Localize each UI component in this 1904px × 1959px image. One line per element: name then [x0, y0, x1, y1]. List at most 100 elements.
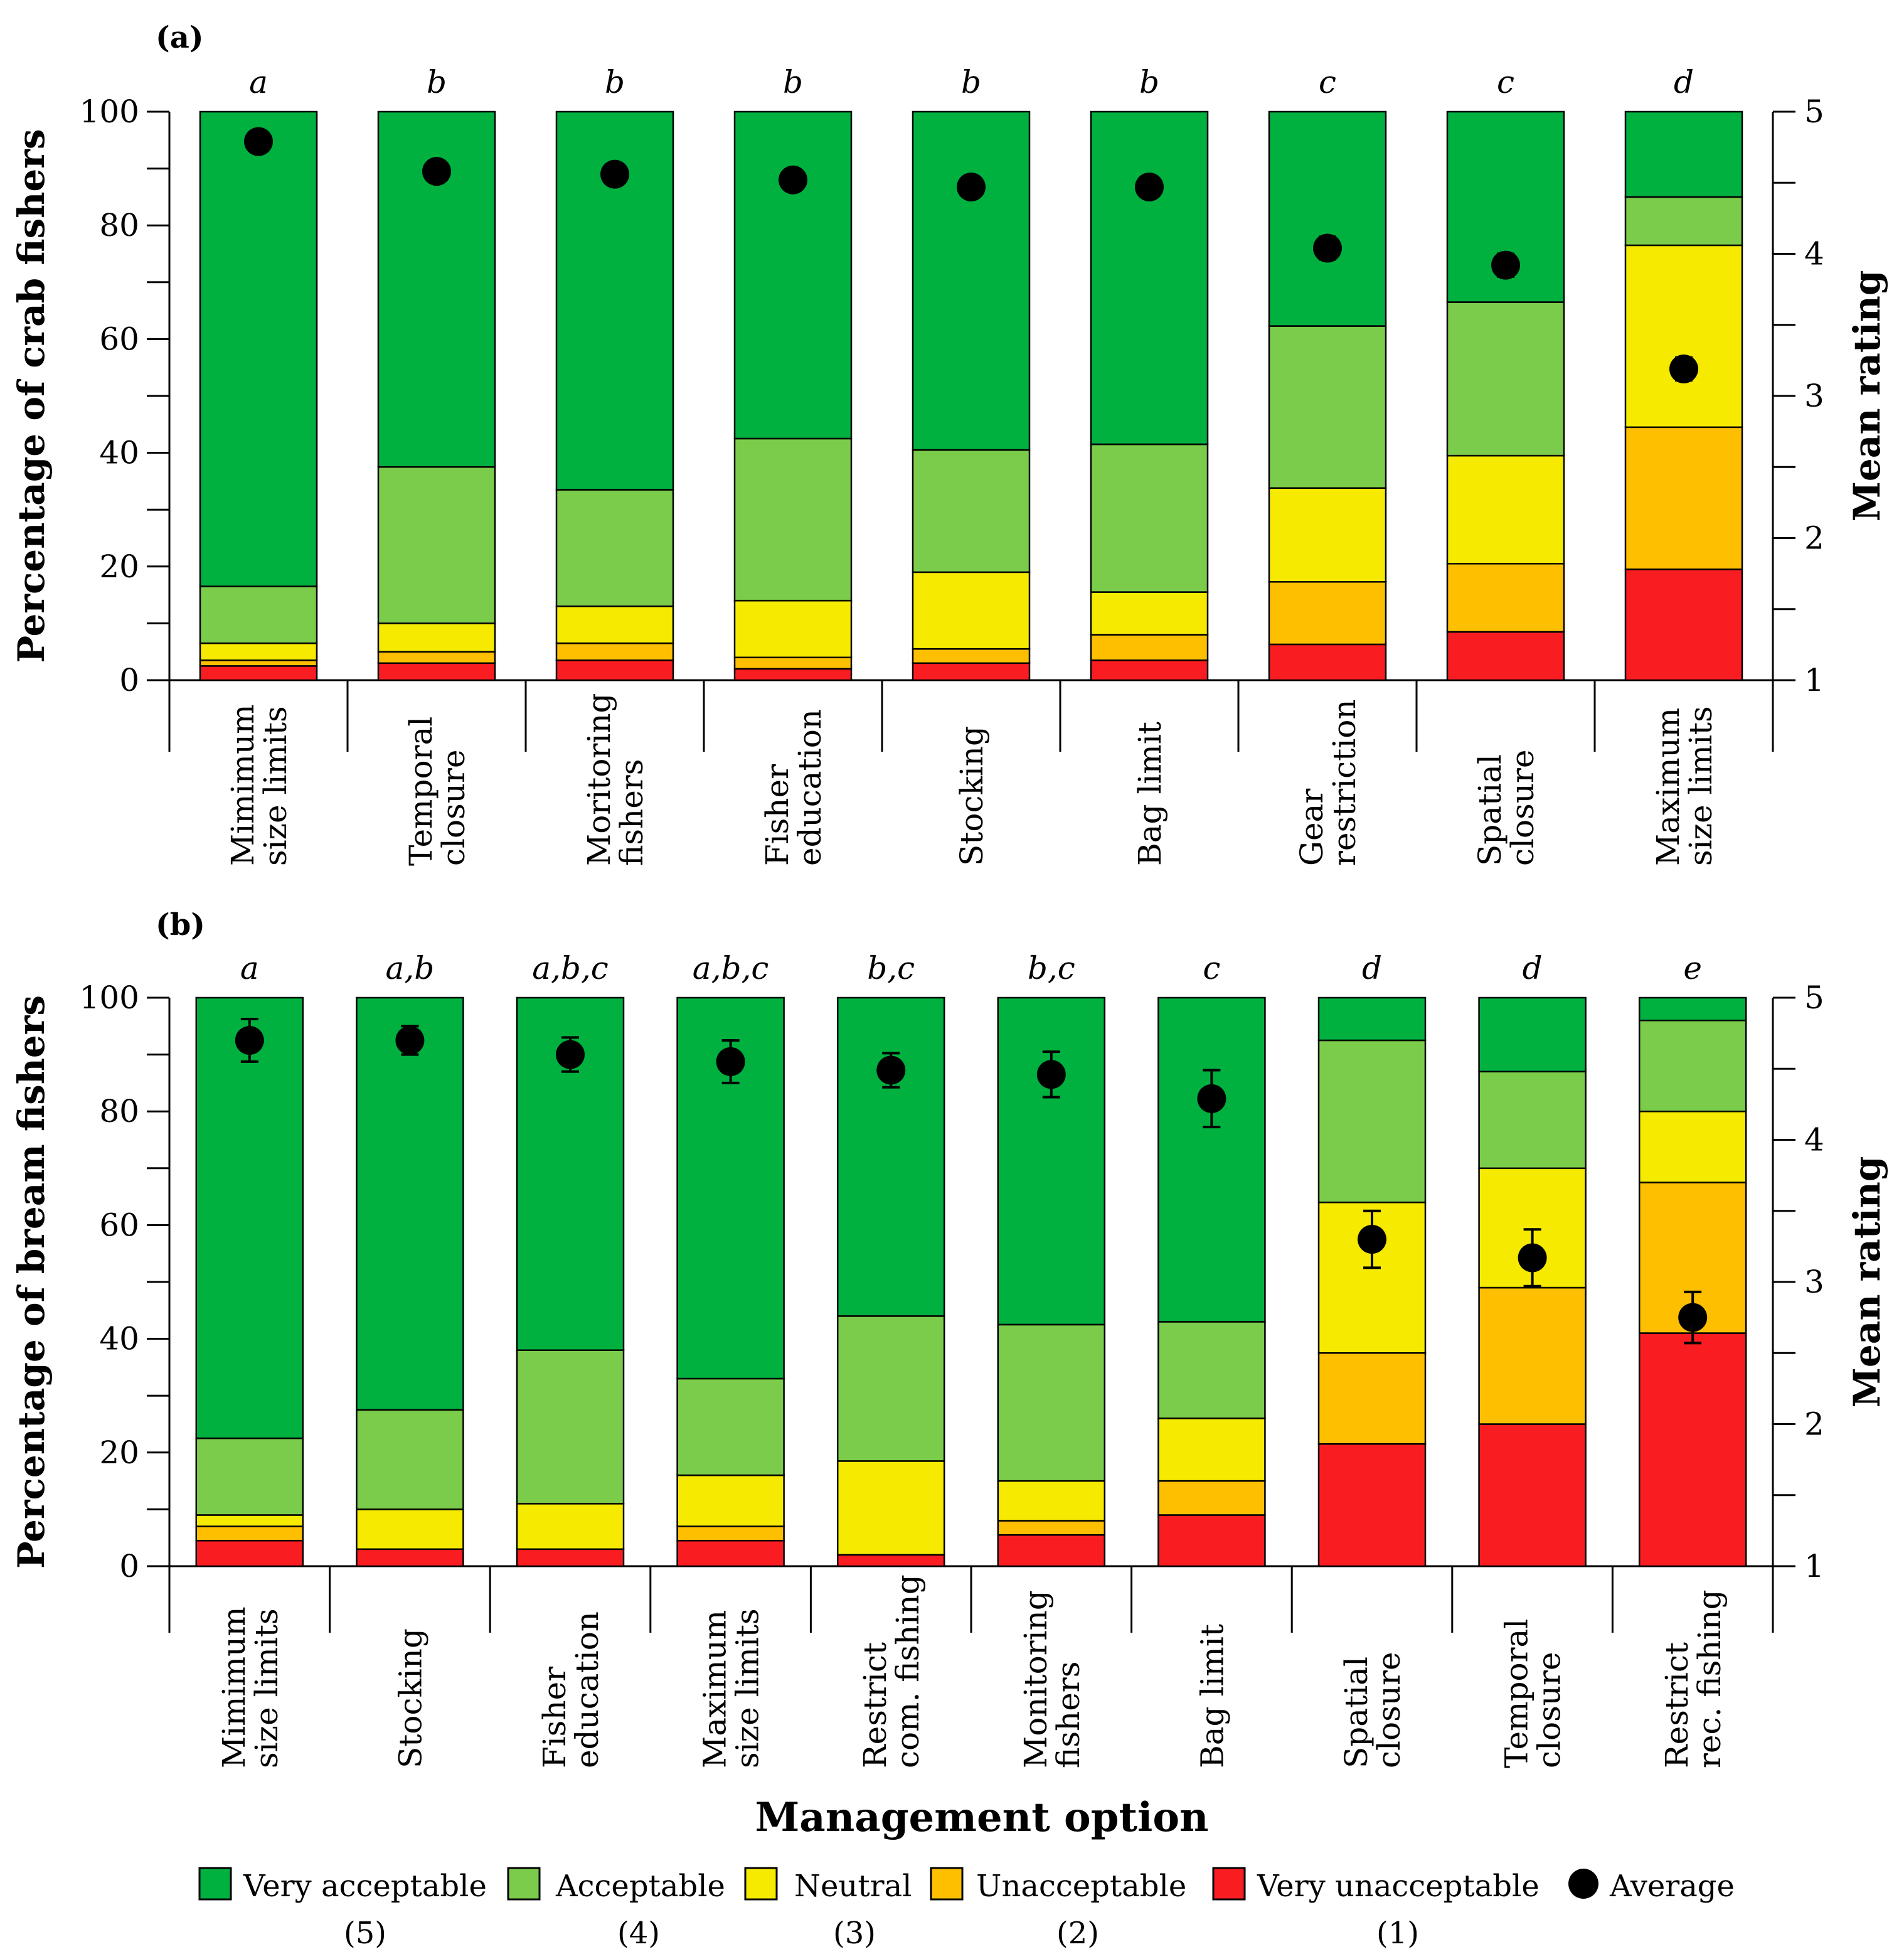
y-axis-title: Percentage of bream fishers [10, 995, 53, 1569]
bar-segment-very-unacceptable [912, 662, 1031, 681]
mean-point [1669, 354, 1698, 383]
bar-segment-very-unacceptable [836, 1554, 945, 1567]
bar-stack-spatial-closure [1317, 996, 1427, 1567]
bar-segment-very-unacceptable [199, 665, 318, 681]
panel-label: (b) [156, 907, 205, 942]
bar-segment-very-unacceptable [377, 662, 496, 681]
significance-letter: b [783, 64, 803, 100]
mean-point [1197, 1084, 1226, 1113]
category-label: Temporal [1499, 1619, 1535, 1768]
bar-segment-unacceptable [1624, 426, 1743, 570]
bar-segment-acceptable [912, 449, 1031, 574]
bar-segment-very-unacceptable [733, 668, 853, 681]
bar-stack-mimimum-size-limits [199, 110, 318, 681]
bar-segment-acceptable [1446, 301, 1565, 457]
legend-swatch-very-acceptable [198, 1867, 232, 1901]
bar-segment-unacceptable [1446, 563, 1565, 633]
bar-segment-neutral [199, 642, 318, 661]
x-axis-title: Management option [755, 1794, 1208, 1841]
category-label: com. fishing [890, 1574, 926, 1768]
mean-point [1491, 250, 1520, 280]
category-label: size limits [1683, 706, 1719, 866]
mean-point [957, 173, 986, 202]
bar-segment-acceptable [733, 437, 853, 602]
bar-segment-acceptable [676, 1377, 785, 1476]
y2-tick-label: 1 [1804, 1548, 1824, 1584]
bar-segment-very-acceptable [912, 110, 1031, 451]
bar-segment-acceptable [997, 1323, 1106, 1482]
significance-letter: b,c [1028, 950, 1075, 986]
bar-segment-neutral [1446, 454, 1565, 565]
category-label: Restrict [1659, 1642, 1695, 1768]
category-label: Moritoring [581, 693, 617, 867]
significance-letter: a [249, 64, 268, 100]
bar-segment-neutral [733, 599, 853, 659]
bar-segment-very-unacceptable [1638, 1332, 1747, 1567]
y-tick-label: 0 [119, 662, 139, 698]
bar-stack-stocking [912, 110, 1031, 681]
category-label: Restrict [857, 1642, 893, 1768]
category-label: closure [1531, 1652, 1568, 1768]
bar-segment-acceptable [1478, 1070, 1587, 1170]
bar-segment-very-unacceptable [1090, 659, 1209, 681]
category-label: closure [1504, 750, 1541, 866]
significance-letter: a,b,c [693, 950, 769, 986]
bar-segment-acceptable [356, 1409, 464, 1510]
bar-segment-neutral [377, 622, 496, 653]
legend-label-average: Average [1609, 1869, 1735, 1904]
significance-letter: b,c [867, 950, 915, 986]
y-tick-label: 0 [119, 1548, 139, 1584]
category-label: Fisher [759, 764, 795, 866]
bar-segment-neutral [195, 1514, 304, 1527]
y2-tick-label: 2 [1804, 520, 1824, 557]
category-label: Bag limit [1132, 722, 1168, 866]
bar-segment-unacceptable [1268, 581, 1387, 646]
category-label: closure [435, 750, 472, 866]
y-tick-label: 40 [99, 1321, 139, 1357]
mean-point [1678, 1303, 1708, 1332]
bar-segment-acceptable [516, 1349, 625, 1505]
mean-point [779, 165, 807, 195]
bar-segment-acceptable [1317, 1039, 1427, 1204]
bar-segment-very-acceptable [356, 996, 464, 1411]
bar-stack-bag-limit [1090, 110, 1209, 681]
bar-stack-moritoring-fishers [555, 110, 674, 681]
bar-segment-very-unacceptable [1317, 1443, 1427, 1567]
y-tick-label: 40 [99, 435, 139, 471]
category-label: Gear [1294, 789, 1330, 866]
y2-tick-label: 4 [1804, 1122, 1824, 1158]
bar-segment-acceptable [836, 1315, 945, 1462]
mean-point [556, 1040, 585, 1069]
legend-average-marker [1568, 1869, 1598, 1899]
bar-segment-neutral [912, 571, 1031, 650]
category-label: size limits [248, 1608, 285, 1768]
bar-segment-acceptable [1638, 1019, 1747, 1113]
bar-segment-very-acceptable [1478, 996, 1587, 1073]
bar-segment-very-acceptable [1090, 110, 1209, 446]
legend-sub-acceptable: (4) [617, 1916, 660, 1951]
bar-segment-unacceptable [1157, 1480, 1266, 1516]
bar-segment-very-unacceptable [1446, 631, 1565, 681]
significance-letter: b [427, 64, 447, 100]
y-tick-label: 100 [80, 93, 139, 130]
legend: Very acceptable (5) Acceptable (4) Neutr… [198, 1867, 1735, 1951]
legend-sub-neutral: (3) [833, 1916, 876, 1951]
significance-letter: c [1497, 64, 1514, 100]
bar-segment-neutral [997, 1480, 1106, 1522]
category-label: rec. fishing [1691, 1589, 1728, 1768]
category-label: education [569, 1611, 605, 1768]
bar-segment-neutral [676, 1474, 785, 1527]
bar-segment-acceptable [1157, 1321, 1266, 1419]
category-label: education [792, 709, 828, 866]
category-label: fishers [1050, 1662, 1087, 1768]
category-label: Monitoring [1018, 1590, 1054, 1768]
category-label: closure [1371, 1652, 1407, 1768]
significance-letter: e [1683, 950, 1702, 986]
significance-letter: d [1362, 950, 1382, 986]
bar-segment-very-unacceptable [997, 1534, 1106, 1567]
bar-segment-neutral [1624, 244, 1743, 429]
bar-segment-acceptable [1624, 196, 1743, 247]
bar-segment-unacceptable [1317, 1352, 1427, 1445]
y2-tick-label: 3 [1804, 1264, 1824, 1300]
bar-segment-very-acceptable [1638, 996, 1747, 1022]
